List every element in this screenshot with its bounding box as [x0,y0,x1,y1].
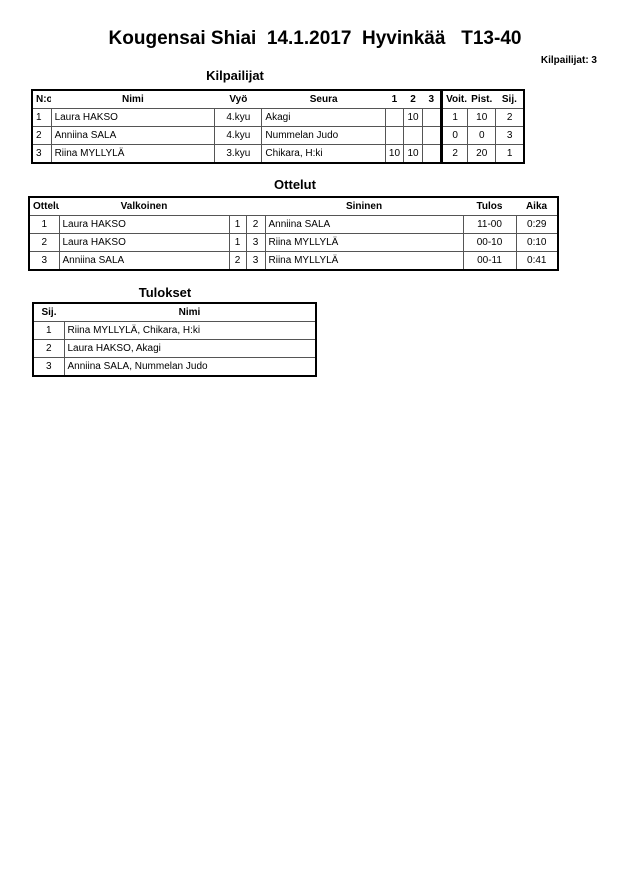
table-row: 3 Anniina SALA 2 3 Riina MYLLYLÄ 00-11 0:41 [28,251,559,271]
competitors-header-cell: Vyö [229,94,248,105]
results-cell: 2 [32,339,65,358]
results-body: 1 Riina MYLLYLÄ, Chikara, H:ki 2 Laura HAKS… [32,321,317,377]
matches-cell: Laura HAKSO [58,233,230,252]
matches-cell: 3 [28,251,60,271]
competitors-cell: 2 [495,108,525,127]
matches-cell: 2 [245,215,266,234]
matches-body: 1 Laura HAKSO 1 2 Anniina SALA 11-00 0:29 2 Laur… [28,215,559,271]
matches-header-row: Ottelu Valkoinen Sininen Tulos Aika [29,197,558,216]
matches-cell: 3 [245,251,266,271]
matches-cell: Anniina SALA [58,251,230,271]
table-row: 2 Laura HAKSO, Akagi [32,339,317,358]
competitors-cell: 1 [440,108,469,127]
matches-cell: Anniina SALA [264,215,464,234]
competitors-header-cell: Voit. [440,90,468,109]
matches-cell: 00-11 [462,251,517,271]
competitors-cell: 3 [31,144,52,164]
matches-cell: 00-10 [462,233,517,252]
matches-cell: 2 [28,233,60,252]
matches-cell: 11-00 [462,215,517,234]
competitors-cell: Laura HAKSO [50,108,216,127]
results-cell: Riina MYLLYLÄ, Chikara, H:ki [63,321,317,340]
competitors-cell: 1 [31,108,52,127]
competitors-cell: 0 [467,126,497,145]
competitors-cell [384,108,404,127]
matches-cell: 0:41 [515,251,559,271]
competitor-count: Kilpailijat: 3 [540,55,597,66]
results-header-cell: Nimi [178,307,201,318]
competitors-header-cell: Seura [309,94,338,105]
competitors-cell: 10 [384,144,404,164]
results-heading: Tulokset [138,285,192,300]
matches-cell: Riina MYLLYLÄ [264,233,464,252]
competitors-header-cell: N:o [36,94,52,105]
matches-header-cell [229,197,246,216]
matches-cell: 0:10 [515,233,559,252]
competitors-cell [422,108,443,127]
matches-cell: Laura HAKSO [58,215,230,234]
competitors-cell: 4.kyu [214,108,263,127]
competitors-header-cell: 1 [391,94,398,105]
competitors-cell: 3.kyu [214,144,263,164]
matches-header-cell [246,197,265,216]
table-row: 3 Anniina SALA, Nummelan Judo [32,357,317,377]
competitors-cell: Akagi [261,108,386,127]
competitors-cell: 20 [467,144,497,164]
competitors-cell [402,126,424,145]
competitors-cell: 10 [467,108,497,127]
matches-heading: Ottelut [274,177,316,192]
competitors-cell [422,126,443,145]
matches-cell: 2 [228,251,247,271]
competitors-header-cell: Pist. [471,94,493,105]
matches-header-cell: Sininen [345,201,383,212]
competitors-header-cell: Sij. [501,94,517,105]
competitors-header-cell: 3 [428,94,435,105]
results-cell: 3 [32,357,65,377]
results-cell: 1 [32,321,65,340]
competitors-cell: 1 [495,144,525,164]
competitors-header-cell: Nimi [122,94,144,105]
competitors-cell: Riina MYLLYLÄ [50,144,216,164]
competitors-cell: 0 [440,126,469,145]
matches-header-cell: Aika [525,201,548,212]
table-row: 1 Laura HAKSO 4.kyu Akagi 10 1 10 2 [31,108,525,127]
competitors-cell: 3 [495,126,525,145]
matches-cell: 3 [245,233,266,252]
competitors-header-cell: 2 [410,94,416,105]
matches-cell: 1 [228,233,247,252]
matches-cell: 1 [28,215,60,234]
results-header-row: Sij. Nimi [33,303,316,322]
competitors-cell: 10 [402,108,424,127]
competitors-cell: Anniina SALA [50,126,216,145]
competitors-header-row: N:o Nimi Vyö Seura 1 2 3 Voit. Pist. Sij. [32,90,524,109]
competitors-table: N:o Nimi Vyö Seura 1 2 3 Voit. Pist. Sij. 1 Laura … [31,89,525,164]
matches-cell: 0:29 [515,215,559,234]
matches-header-cell: Tulos [476,201,503,212]
results-cell: Laura HAKSO, Akagi [63,339,317,358]
competitors-heading: Kilpailijat [206,68,264,83]
competitors-cell [384,126,404,145]
competitors-body: 1 Laura HAKSO 4.kyu Akagi 10 1 10 2 2 Anniina SAL… [31,108,525,164]
page-title: Kougensai Shiai 14.1.2017 Hyvinkää T13-4… [108,28,522,49]
table-row: 1 Riina MYLLYLÄ, Chikara, H:ki [32,321,317,340]
competitors-cell: Chikara, H:ki [261,144,386,164]
table-row: 3 Riina MYLLYLÄ 3.kyu Chikara, H:ki 10 10 2 20 1 [31,144,525,164]
competitors-cell: 10 [402,144,424,164]
competitors-cell: Nummelan Judo [261,126,386,145]
matches-header-cell: Valkoinen [120,201,168,212]
table-row: 2 Anniina SALA 4.kyu Nummelan Judo 0 0 3 [31,126,525,145]
competitors-cell: 2 [440,144,469,164]
competitors-cell: 2 [31,126,52,145]
results-cell: Anniina SALA, Nummelan Judo [63,357,317,377]
results-header-cell: Sij. [41,307,57,318]
matches-header-cell: Ottelu [33,201,59,212]
matches-cell: 1 [228,215,247,234]
competitors-cell: 4.kyu [214,126,263,145]
results-table: Sij. Nimi 1 Riina MYLLYLÄ, Chikara, H:ki 2 L… [32,302,317,377]
table-row: 1 Laura HAKSO 1 2 Anniina SALA 11-00 0:29 [28,215,559,234]
table-row: 2 Laura HAKSO 1 3 Riina MYLLYLÄ 00-10 0:10 [28,233,559,252]
matches-cell: Riina MYLLYLÄ [264,251,464,271]
competitors-cell [422,144,443,164]
